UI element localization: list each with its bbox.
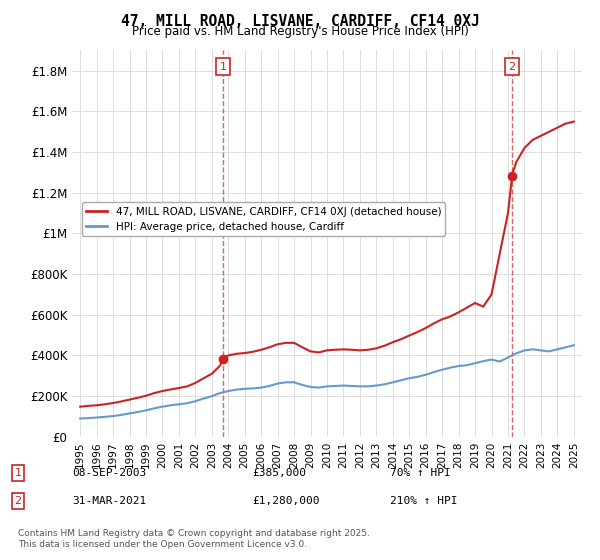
Legend: 47, MILL ROAD, LISVANE, CARDIFF, CF14 0XJ (detached house), HPI: Average price, : 47, MILL ROAD, LISVANE, CARDIFF, CF14 0X…	[82, 203, 445, 236]
Text: 31-MAR-2021: 31-MAR-2021	[72, 496, 146, 506]
Text: 210% ↑ HPI: 210% ↑ HPI	[390, 496, 458, 506]
Text: 08-SEP-2003: 08-SEP-2003	[72, 468, 146, 478]
Text: 47, MILL ROAD, LISVANE, CARDIFF, CF14 0XJ: 47, MILL ROAD, LISVANE, CARDIFF, CF14 0X…	[121, 14, 479, 29]
Text: 2: 2	[509, 62, 515, 72]
Text: 70% ↑ HPI: 70% ↑ HPI	[390, 468, 451, 478]
Text: £1,280,000: £1,280,000	[252, 496, 320, 506]
Text: 2: 2	[14, 496, 22, 506]
Text: Contains HM Land Registry data © Crown copyright and database right 2025.
This d: Contains HM Land Registry data © Crown c…	[18, 529, 370, 549]
Text: Price paid vs. HM Land Registry's House Price Index (HPI): Price paid vs. HM Land Registry's House …	[131, 25, 469, 38]
Text: £385,000: £385,000	[252, 468, 306, 478]
Text: 1: 1	[220, 62, 227, 72]
Text: 1: 1	[14, 468, 22, 478]
